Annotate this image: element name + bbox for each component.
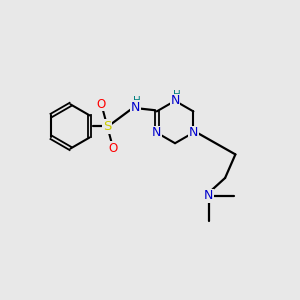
Text: N: N xyxy=(189,126,198,139)
Text: N: N xyxy=(152,126,161,139)
Text: H: H xyxy=(173,90,181,100)
Text: N: N xyxy=(204,189,214,202)
Text: S: S xyxy=(103,120,112,133)
Text: H: H xyxy=(133,96,141,106)
Text: N: N xyxy=(170,94,180,107)
Text: O: O xyxy=(97,98,106,111)
Text: N: N xyxy=(130,101,140,114)
Text: O: O xyxy=(109,142,118,155)
